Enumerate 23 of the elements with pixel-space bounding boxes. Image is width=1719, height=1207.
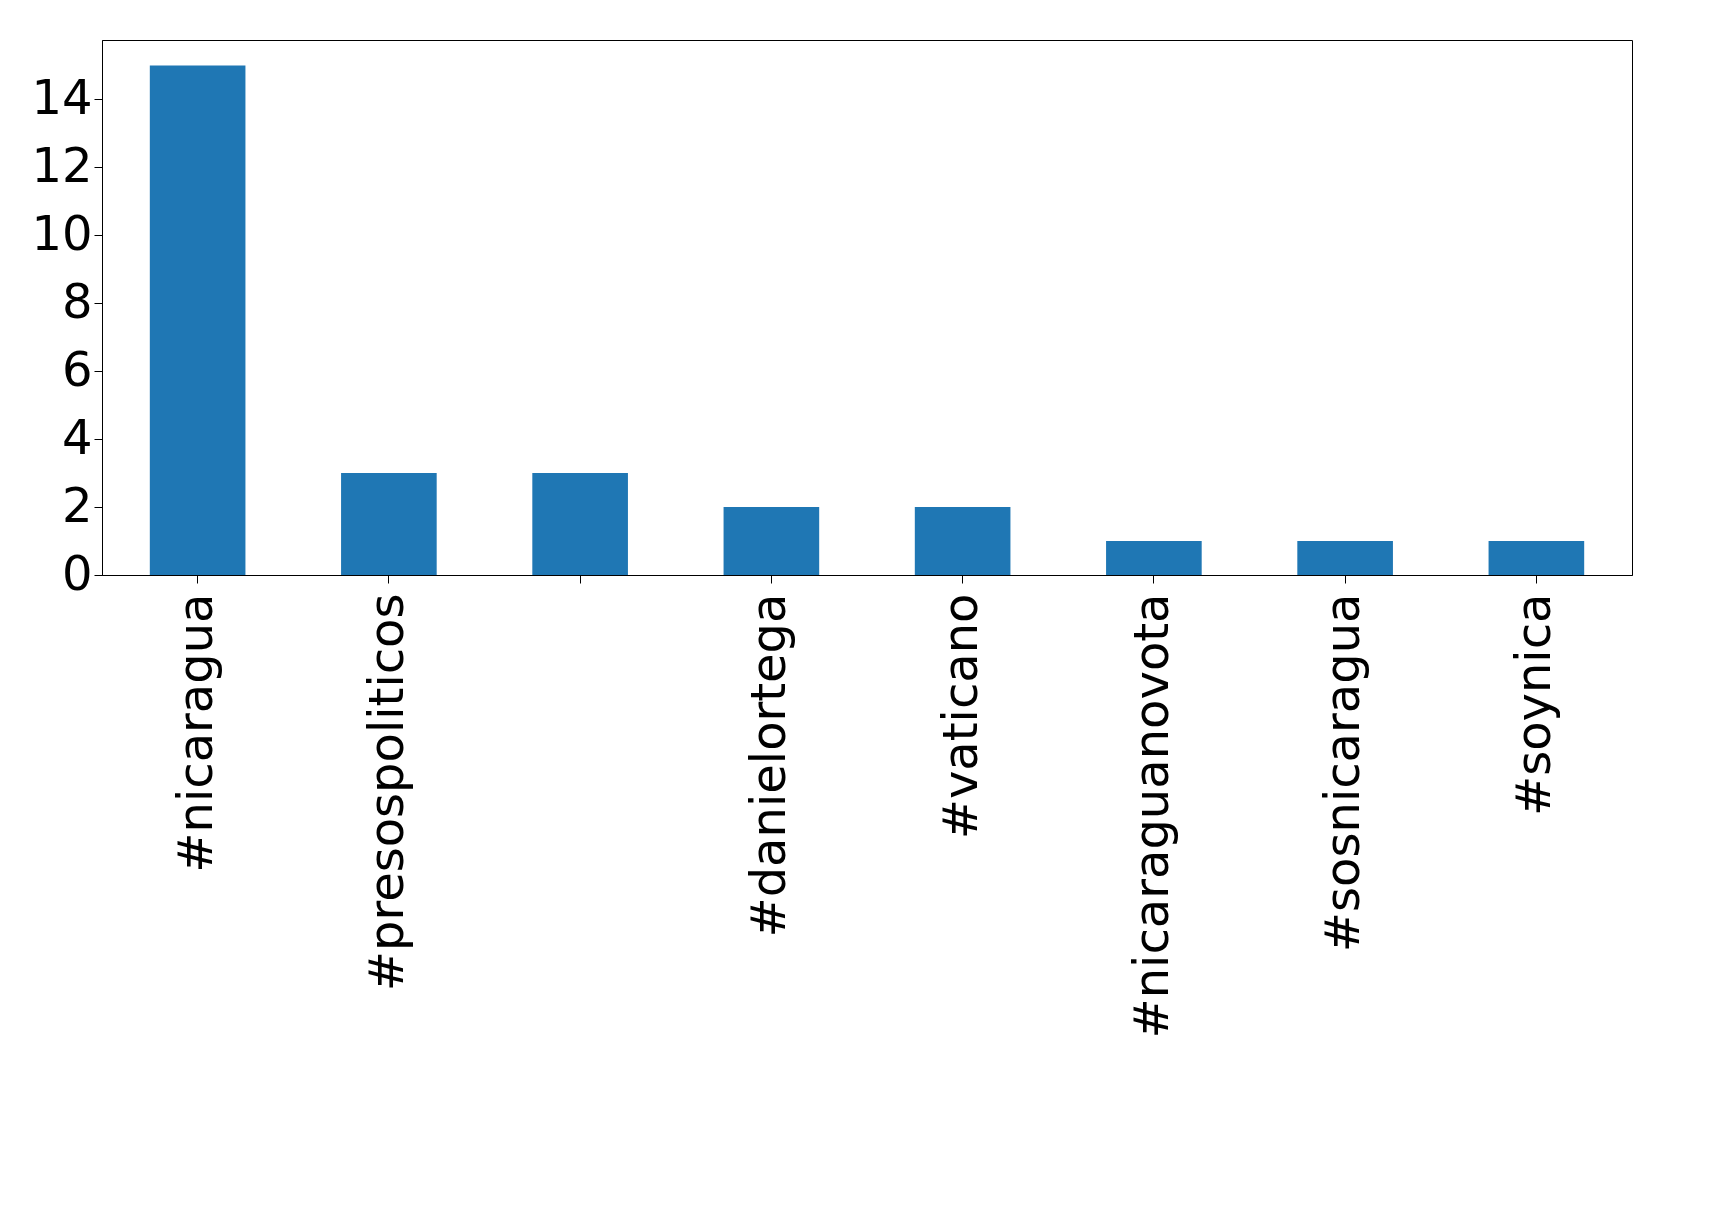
bar: [341, 473, 437, 575]
bar: [914, 507, 1011, 575]
y-tick-label: 6: [61, 340, 93, 397]
x-tick-label: #nicaraguanovota: [1122, 593, 1179, 1039]
x-tick-label: #vaticano: [931, 593, 988, 840]
bar: [532, 473, 628, 575]
x-tick-label: #presospoliticos: [357, 593, 414, 992]
x-tick-label: #nicaragua: [166, 593, 223, 873]
x-tick-label: #sosnicaragua: [1314, 593, 1371, 953]
bar: [1488, 541, 1585, 575]
y-tick-label: 10: [31, 204, 93, 261]
y-tick-label: 4: [61, 408, 93, 465]
bar: [149, 65, 246, 575]
bar: [723, 507, 820, 575]
y-tick-label: 14: [31, 68, 93, 125]
y-tick-label: 2: [61, 476, 93, 533]
y-tick-label: 0: [61, 544, 93, 601]
bar: [1106, 541, 1202, 575]
x-tick-label: #danielortega: [740, 593, 797, 938]
bar: [1297, 541, 1393, 575]
y-tick-label: 8: [61, 272, 93, 329]
x-tick-label: #soynica: [1505, 593, 1562, 817]
y-tick-label: 12: [31, 136, 93, 193]
